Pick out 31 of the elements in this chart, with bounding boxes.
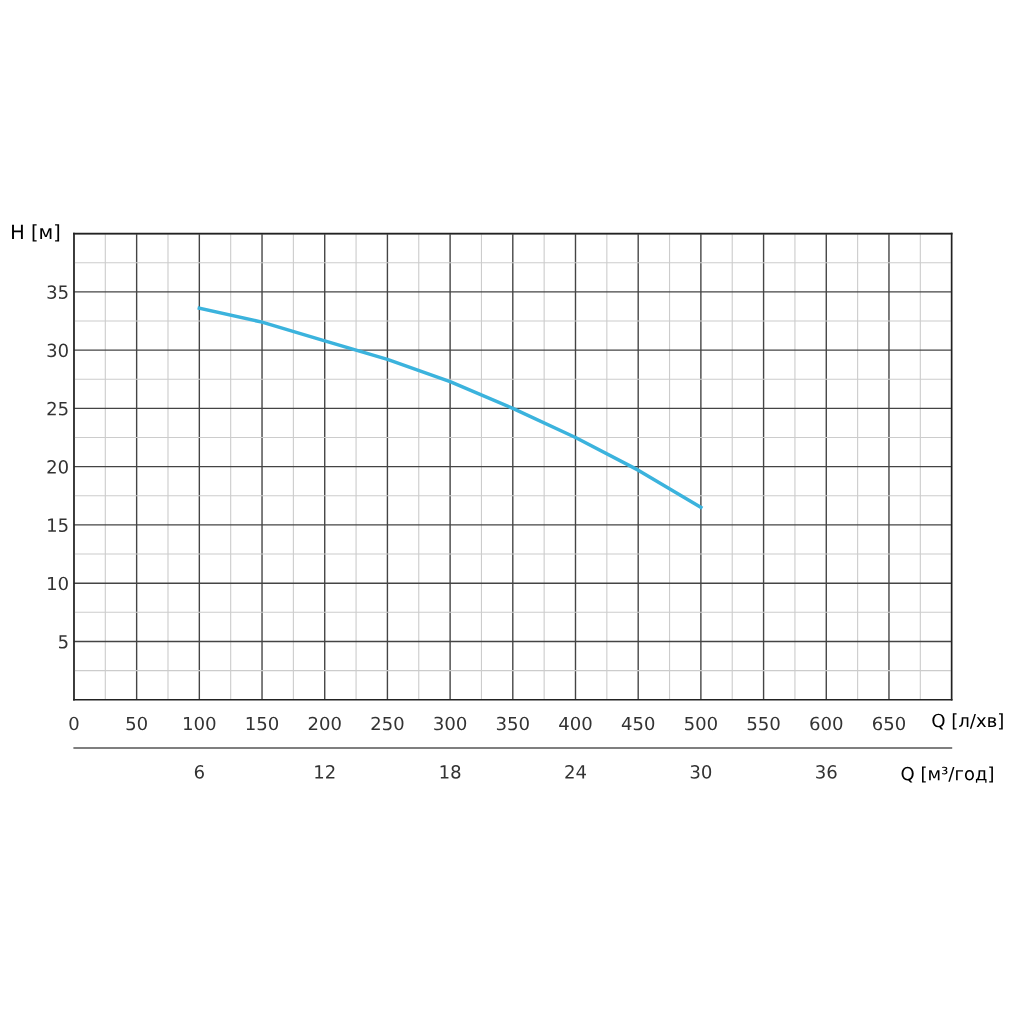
x-tick-label: 50	[126, 716, 147, 731]
x2-tick-label: 24	[565, 765, 586, 779]
x-tick-label: 150	[246, 716, 279, 731]
x2-tick-label: 18	[440, 765, 461, 779]
y-tick-label: 35	[47, 285, 68, 299]
y-tick-label: 30	[47, 343, 68, 358]
x-tick-label: 100	[184, 716, 216, 731]
x-tick-label: 250	[371, 716, 404, 731]
x2-tick-label: 30	[690, 765, 712, 779]
x2-tick-label: 6	[194, 765, 204, 779]
x-tick-label: 350	[496, 716, 529, 731]
y-axis-title: H [м]	[12, 224, 60, 242]
y-tick-label: 5	[58, 635, 68, 649]
x-tick-label: 450	[621, 716, 655, 731]
x2-axis-title: Q [м³/год]	[901, 766, 993, 783]
x-tick-label: 550	[747, 716, 780, 731]
x-tick-label: 500	[685, 716, 717, 731]
y-tick-label: 15	[48, 518, 68, 533]
x-tick-label: 300	[434, 716, 467, 731]
x-tick-label: 650	[873, 716, 905, 731]
x2-tick-label: 12	[315, 765, 335, 779]
x-axis-title: Q [л/хв]	[932, 713, 1003, 730]
x-tick-label: 400	[559, 716, 592, 731]
y-tick-label: 10	[48, 576, 68, 591]
y-tick-label: 25	[47, 401, 68, 416]
y-tick-label: 20	[47, 460, 68, 474]
line-series	[197, 306, 703, 510]
x2-tick-label: 36	[816, 765, 837, 779]
x-tick-label: 600	[810, 716, 843, 731]
x-tick-label: 200	[308, 716, 341, 731]
x-tick-label: 0	[69, 716, 79, 731]
